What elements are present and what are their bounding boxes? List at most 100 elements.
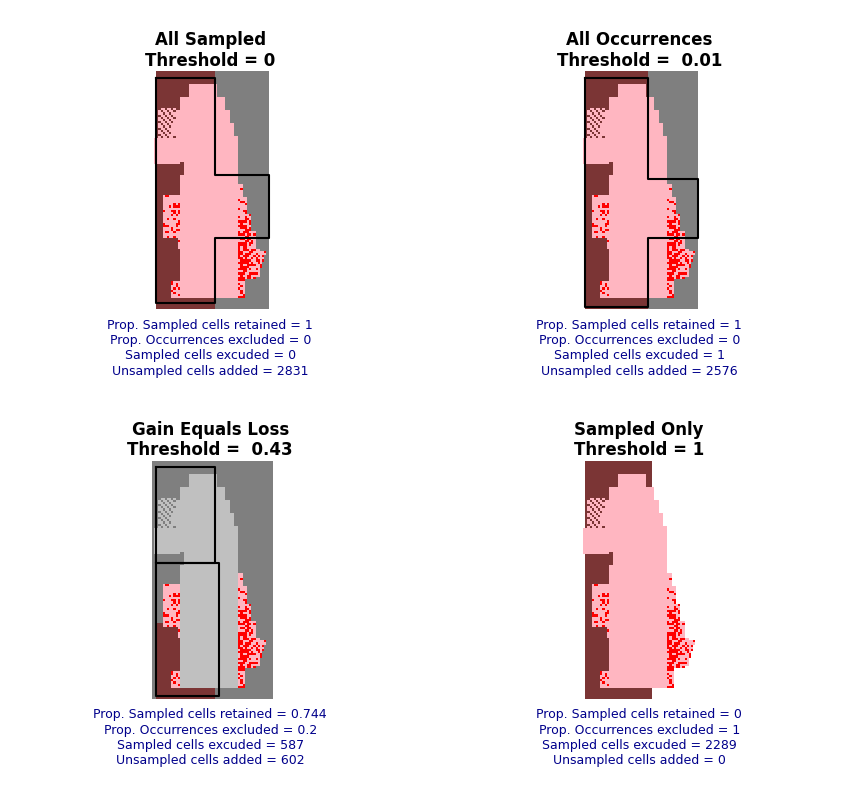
Bar — [223, 530, 226, 533]
Bar — [176, 533, 178, 534]
Bar — [659, 669, 661, 670]
Bar — [685, 264, 686, 266]
Bar — [668, 573, 669, 576]
Bar — [648, 117, 650, 119]
Bar — [644, 108, 646, 111]
Bar — [613, 506, 615, 509]
Bar — [618, 681, 619, 684]
Bar — [206, 573, 208, 576]
Bar — [234, 192, 236, 195]
Bar — [236, 539, 239, 541]
Bar — [203, 160, 206, 162]
Bar — [180, 255, 182, 258]
Bar — [227, 603, 230, 606]
Bar — [178, 549, 180, 552]
Bar — [650, 491, 652, 494]
Bar — [659, 262, 661, 264]
Bar — [182, 104, 184, 106]
Bar — [234, 664, 236, 666]
Bar — [160, 134, 163, 136]
Bar — [650, 670, 652, 673]
Bar — [189, 219, 190, 220]
Bar — [618, 112, 619, 114]
Bar — [619, 545, 622, 548]
Bar — [234, 573, 236, 576]
Bar — [615, 216, 618, 219]
Bar — [199, 143, 202, 145]
Bar — [644, 151, 646, 153]
Bar — [644, 175, 646, 177]
Bar — [202, 149, 203, 151]
Bar — [613, 640, 615, 642]
Bar — [240, 292, 243, 294]
Bar — [669, 204, 672, 205]
Bar — [214, 679, 217, 681]
Bar — [644, 112, 646, 114]
Bar — [172, 207, 173, 210]
Bar — [637, 573, 639, 576]
Bar — [642, 223, 644, 225]
Bar — [619, 669, 622, 670]
Bar — [665, 666, 668, 669]
Bar — [592, 525, 594, 528]
Bar — [221, 117, 223, 119]
Bar — [613, 634, 615, 636]
Bar — [656, 177, 659, 180]
Bar — [167, 231, 169, 234]
Bar — [190, 638, 193, 640]
Bar — [628, 623, 631, 625]
Bar — [195, 235, 197, 238]
Bar — [626, 210, 628, 211]
Bar — [628, 214, 631, 216]
Bar — [217, 495, 219, 498]
Bar — [642, 268, 644, 270]
Bar — [652, 582, 655, 584]
Bar — [648, 231, 650, 234]
Bar — [628, 106, 631, 108]
Bar — [226, 158, 227, 160]
Bar — [656, 606, 659, 608]
Bar — [611, 647, 613, 649]
Bar — [661, 541, 663, 543]
Bar — [663, 234, 665, 235]
Bar — [206, 640, 208, 642]
Bar — [602, 162, 605, 165]
Bar — [661, 530, 663, 533]
Bar — [619, 255, 622, 258]
Bar — [626, 294, 628, 296]
Bar — [169, 504, 172, 506]
Bar — [189, 517, 190, 519]
Bar — [646, 123, 648, 126]
Bar — [639, 601, 642, 603]
Bar — [195, 196, 197, 199]
Bar — [208, 160, 210, 162]
Bar — [594, 506, 596, 509]
Bar — [208, 567, 210, 569]
Bar — [615, 192, 618, 195]
Bar — [656, 564, 659, 567]
Bar — [213, 677, 214, 679]
Bar — [193, 264, 195, 266]
Bar — [619, 556, 622, 558]
Bar — [243, 601, 245, 603]
Bar — [184, 608, 186, 610]
Bar — [656, 571, 659, 573]
Bar — [678, 649, 680, 651]
Bar — [648, 664, 650, 666]
Bar — [628, 184, 631, 186]
Bar — [613, 211, 615, 214]
Bar — [626, 647, 628, 649]
Bar — [618, 114, 619, 117]
Bar — [226, 250, 227, 253]
Bar — [602, 231, 605, 234]
Bar — [596, 219, 598, 220]
Bar — [213, 569, 214, 571]
Bar — [656, 651, 659, 653]
Bar — [247, 246, 249, 249]
Bar — [626, 93, 628, 95]
Bar — [245, 244, 247, 246]
Bar — [210, 567, 213, 569]
Bar — [165, 612, 167, 615]
Bar — [184, 638, 186, 640]
Bar — [247, 638, 249, 640]
